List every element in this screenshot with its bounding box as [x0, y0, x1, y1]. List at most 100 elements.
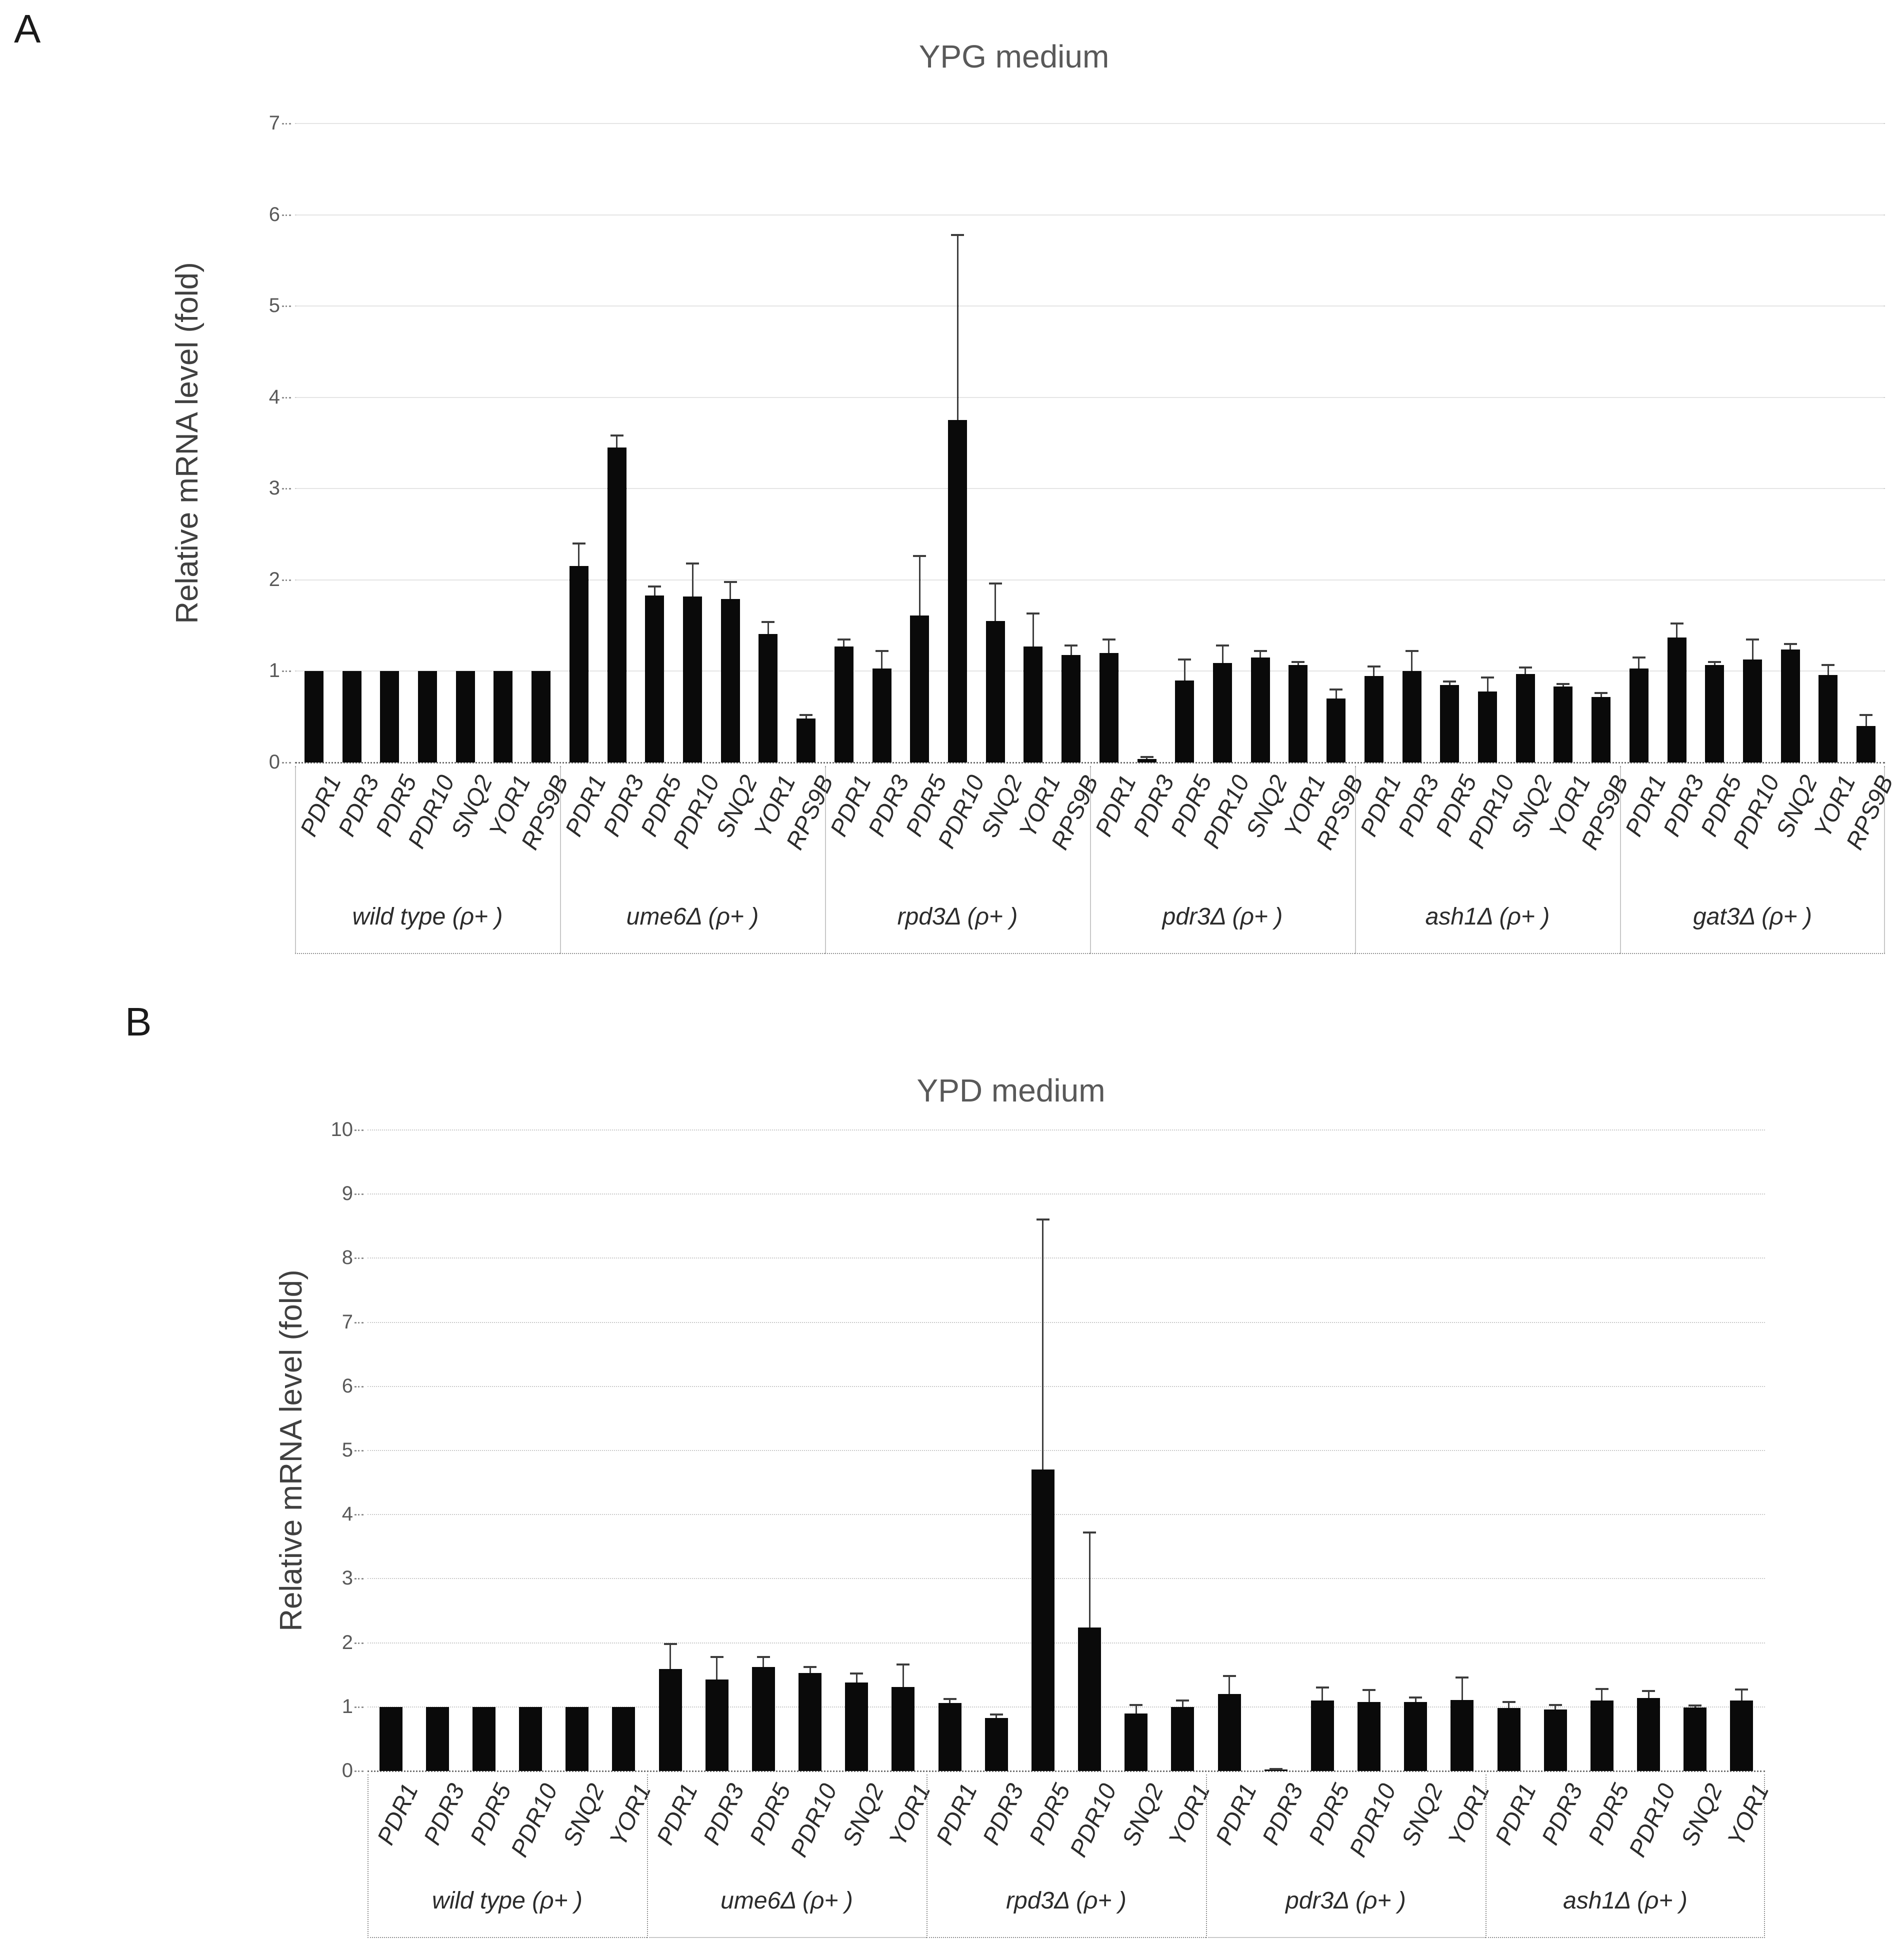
bar [1667, 637, 1686, 762]
bar [910, 616, 930, 762]
y-axis-tick-mark [282, 214, 291, 216]
bar [752, 1667, 775, 1771]
error-bar-cap [724, 580, 737, 583]
error-bar [767, 622, 769, 634]
gridline [295, 488, 1885, 490]
bar [1516, 674, 1535, 762]
bar [418, 671, 437, 762]
group-box [1206, 1774, 1486, 1938]
error-bar-cap [1178, 658, 1192, 660]
bar [1404, 1702, 1428, 1771]
error-bar-cap [1362, 1689, 1376, 1692]
error-bar [762, 1656, 764, 1668]
bar [1078, 1627, 1102, 1771]
y-tick-label: 6 [268, 203, 280, 226]
bar [1062, 654, 1081, 762]
error-bar-cap [1822, 664, 1835, 666]
bar [758, 634, 778, 762]
group-label: pdr3Δ (ρ+ ) [1286, 1888, 1406, 1914]
error-bar [856, 1674, 858, 1683]
bar [607, 448, 626, 762]
error-bar-cap [664, 1643, 677, 1646]
error-bar [809, 1667, 811, 1673]
group-label: gat3Δ (ρ+ ) [1692, 904, 1812, 930]
bar [532, 671, 551, 762]
error-bar-cap [951, 234, 964, 236]
error-bar [1740, 1690, 1742, 1700]
gridline [368, 1322, 1765, 1323]
error-bar [1070, 646, 1072, 655]
y-tick-label: 0 [342, 1760, 353, 1782]
error-bar [1648, 1690, 1650, 1698]
error-bar-cap [710, 1656, 724, 1658]
error-bar [1676, 624, 1678, 638]
group-box [295, 766, 560, 954]
error-bar-cap [572, 542, 586, 544]
group-label: ume6Δ (ρ+ ) [720, 1888, 853, 1914]
x-axis-line [368, 1770, 1765, 1772]
error-bar [1638, 658, 1640, 668]
error-bar [1827, 664, 1829, 675]
y-tick-label: 6 [342, 1374, 353, 1397]
error-bar-cap [943, 1698, 956, 1700]
error-bar-cap [1456, 1676, 1469, 1678]
error-bar [1228, 1676, 1230, 1694]
bar [1705, 664, 1724, 762]
bar [456, 671, 475, 762]
bar [938, 1703, 962, 1771]
bar [845, 1682, 868, 1771]
group-box [1355, 766, 1620, 954]
error-bar-cap [686, 562, 699, 564]
gridline [368, 1642, 1765, 1644]
y-axis-tick-mark [282, 306, 291, 308]
panel-a-letter: A [14, 6, 42, 51]
y-tick-label: 0 [268, 751, 280, 773]
error-bar-cap [1292, 661, 1305, 664]
bar [1780, 649, 1800, 762]
error-bar [805, 715, 807, 719]
error-bar-cap [1784, 642, 1797, 645]
bar [984, 1718, 1008, 1771]
bar [1730, 1700, 1754, 1771]
error-bar [716, 1656, 718, 1680]
y-tick-label: 1 [342, 1695, 353, 1718]
bar [1137, 758, 1156, 762]
error-bar-cap [896, 1664, 910, 1666]
y-axis-tick-mark [282, 488, 291, 490]
bar [1637, 1698, 1660, 1771]
error-bar-cap [1216, 644, 1229, 647]
error-bar [1752, 639, 1754, 660]
error-bar [902, 1664, 904, 1688]
error-bar [1368, 1690, 1370, 1702]
error-bar-cap [1642, 1690, 1656, 1692]
bar [986, 621, 1005, 762]
error-bar-cap [1481, 676, 1494, 679]
error-bar [1373, 666, 1375, 676]
y-tick-label: 4 [268, 386, 280, 408]
error-bar [949, 1699, 951, 1704]
y-axis-tick-mark [282, 579, 291, 581]
bar [1544, 1709, 1567, 1771]
error-bar-cap [1548, 1704, 1562, 1706]
error-bar [1088, 1532, 1090, 1628]
bar [1684, 1708, 1707, 1771]
error-bar [956, 234, 958, 420]
panel-b-letter: B [125, 1000, 152, 1044]
gridline [295, 214, 1885, 216]
bar [796, 718, 816, 762]
error-bar-cap [762, 620, 775, 623]
bar [1358, 1702, 1381, 1771]
group-box [560, 766, 825, 954]
error-bar-cap [756, 1656, 770, 1658]
bar [426, 1706, 449, 1771]
error-bar-cap [1735, 1688, 1748, 1691]
error-bar [1448, 681, 1450, 685]
error-bar-cap [988, 582, 1002, 585]
y-tick-label: 8 [342, 1246, 353, 1269]
error-bar [881, 651, 883, 668]
group-box [1486, 1774, 1765, 1938]
bar [1124, 1713, 1148, 1771]
error-bar-cap [990, 1714, 1003, 1716]
bar [566, 1706, 589, 1771]
